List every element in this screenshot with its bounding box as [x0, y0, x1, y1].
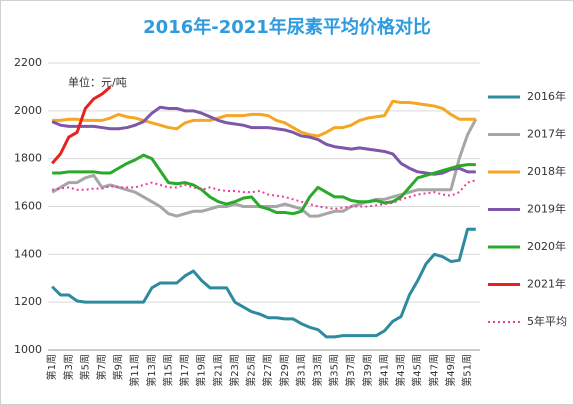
- x-tick-label: 第31周: [294, 354, 307, 387]
- y-tick-label: 2200: [14, 56, 42, 69]
- x-tick-label: 第39周: [361, 354, 374, 387]
- legend-label: 2018年: [527, 164, 566, 178]
- x-tick-label: 第49周: [444, 354, 457, 387]
- y-tick-label: 1200: [14, 295, 42, 308]
- x-tick-label: 第41周: [377, 354, 390, 387]
- y-tick-label: 1400: [14, 247, 42, 260]
- series-line: [51, 227, 476, 339]
- x-tick-label: 第29周: [278, 354, 291, 387]
- y-tick-label: 1600: [14, 200, 42, 213]
- x-tick-label: 第1周: [45, 354, 58, 380]
- y-tick-label: 2000: [14, 104, 42, 117]
- series-line: [52, 179, 477, 210]
- x-tick-label: 第33周: [311, 354, 324, 387]
- x-tick-label: 第23周: [228, 354, 241, 387]
- legend-label: 2020年: [527, 239, 566, 253]
- x-tick-label: 第43周: [394, 354, 407, 387]
- y-tick-label: 1000: [14, 343, 42, 356]
- x-tick-label: 第5周: [78, 354, 91, 380]
- x-tick-label: 第13周: [145, 354, 158, 387]
- legend-label: 2016年: [527, 89, 566, 103]
- series-line: [51, 105, 476, 176]
- x-tick-label: 第37周: [344, 354, 357, 387]
- x-tick-label: 第25周: [245, 354, 258, 387]
- series-line: [52, 153, 476, 216]
- x-tick-label: 第27周: [261, 354, 274, 387]
- x-tick-label: 第9周: [112, 354, 125, 380]
- x-tick-label: 第19周: [195, 354, 208, 387]
- legend-label: 2021年: [527, 277, 566, 291]
- legend-label: 2017年: [527, 127, 566, 141]
- x-tick-label: 第21周: [211, 354, 224, 387]
- series-line: [51, 85, 112, 165]
- x-tick-label: 第17周: [178, 354, 191, 387]
- chart-title: 2016年-2021年尿素平均价格对比: [143, 16, 431, 38]
- legend-label: 2019年: [527, 202, 566, 216]
- x-tick-label: 第45周: [411, 354, 424, 387]
- x-tick-label: 第15周: [161, 354, 174, 387]
- series-line: [52, 99, 476, 138]
- y-tick-label: 1800: [14, 152, 42, 165]
- x-tick-label: 第35周: [328, 354, 341, 387]
- x-tick-label: 第7周: [95, 354, 108, 380]
- x-tick-label: 第11周: [128, 354, 141, 387]
- unit-annotation: 单位：元/吨: [68, 75, 127, 89]
- legend-label: 5年平均: [527, 314, 567, 328]
- x-tick-label: 第51周: [461, 354, 474, 387]
- x-tick-label: 第47周: [427, 354, 440, 387]
- x-tick-label: 第3周: [62, 354, 75, 380]
